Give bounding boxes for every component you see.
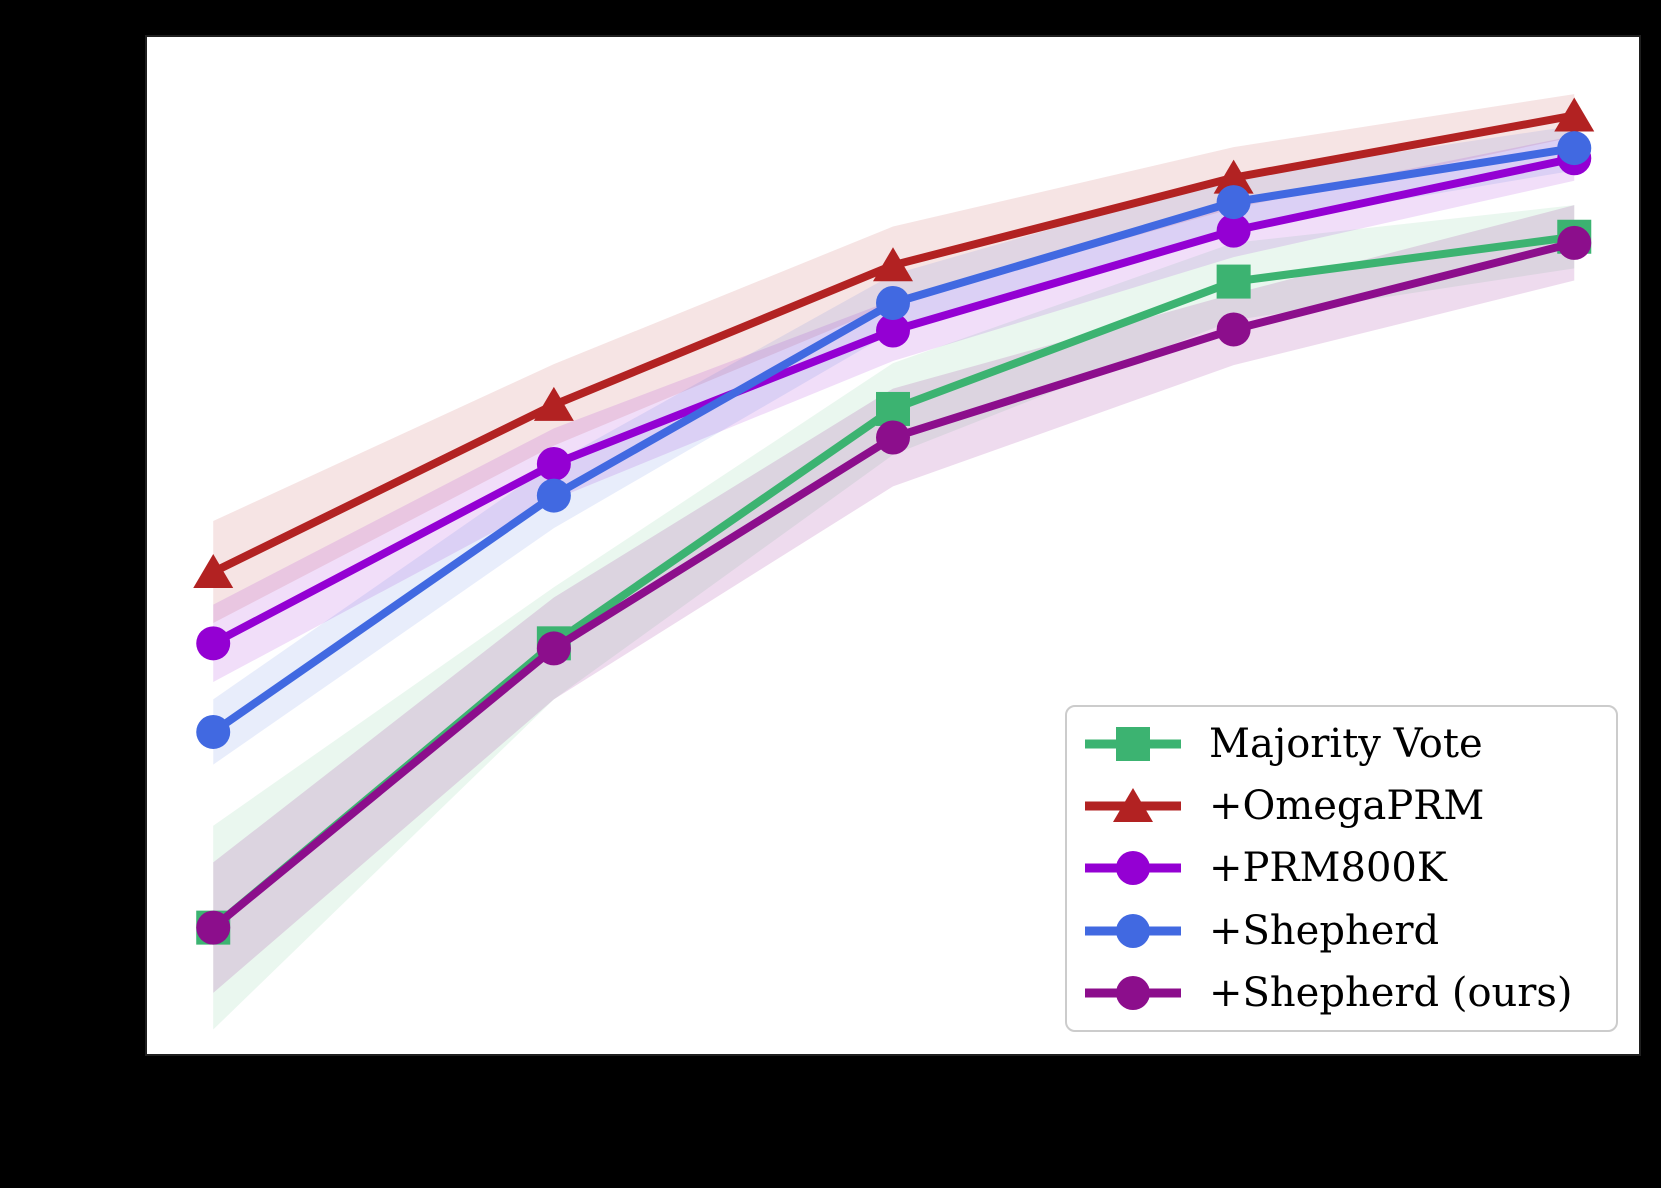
data-point-shepherd-1: [196, 714, 231, 749]
legend-item-prm800k: +PRM800K: [1085, 839, 1610, 897]
legend-marker-omegaprm-icon: [1085, 788, 1181, 823]
legend-label-shepherd-ours: +Shepherd (ours): [1209, 969, 1573, 1016]
data-point-majority-vote-3: [876, 391, 910, 426]
data-point-shepherd-ours-4: [1216, 312, 1251, 347]
data-point-shepherd-4: [1216, 185, 1251, 220]
legend-item-shepherd-ours: +Shepherd (ours): [1085, 964, 1610, 1022]
legend-marker-shepherd-icon: [1085, 913, 1181, 948]
legend-item-omegaprm: +OmegaPRM: [1085, 777, 1610, 835]
legend-label-prm800k: +PRM800K: [1209, 845, 1447, 892]
data-point-prm800k-1: [196, 626, 231, 661]
legend-sample-marker: [1116, 851, 1150, 886]
legend: Majority Vote +OmegaPRM +PRM800K +Shepherd +…: [1065, 705, 1618, 1032]
confidence-band-majority-vote: [213, 205, 1575, 1030]
data-point-shepherd-ours-5: [1557, 225, 1592, 260]
data-point-majority-vote-4: [1216, 264, 1251, 299]
data-point-shepherd-ours-1: [196, 910, 231, 945]
confidence-band-omegaprm: [213, 94, 1575, 623]
legend-sample-marker: [1116, 975, 1150, 1010]
data-point-omegaprm-4: [1213, 159, 1254, 194]
plot-content: [193, 94, 1595, 1030]
axes-spines: [145, 35, 1641, 1056]
legend-label-shepherd: +Shepherd: [1209, 907, 1440, 954]
legend-sample-marker: [1116, 727, 1150, 762]
data-point-prm800k-2: [536, 446, 571, 481]
confidence-band-shepherd-ours: [213, 205, 1575, 993]
legend-label-omegaprm: +OmegaPRM: [1209, 783, 1485, 830]
legend-marker-majority-vote-icon: [1085, 727, 1181, 762]
legend-marker-shepherd-ours-icon: [1085, 975, 1181, 1010]
legend-sample-marker: [1113, 788, 1153, 823]
data-point-shepherd-5: [1557, 131, 1592, 166]
data-point-shepherd-ours-3: [876, 420, 910, 455]
legend-marker-prm800k-icon: [1085, 851, 1181, 886]
legend-sample-marker: [1116, 913, 1150, 948]
data-point-omegaprm-2: [533, 386, 574, 421]
data-point-omegaprm-1: [193, 553, 234, 588]
data-point-shepherd-2: [536, 478, 571, 513]
legend-item-majority-vote: Majority Vote: [1085, 715, 1610, 773]
data-point-omegaprm-5: [1554, 97, 1595, 132]
data-point-prm800k-3: [876, 313, 910, 348]
data-point-prm800k-4: [1216, 213, 1251, 248]
data-point-shepherd-ours-2: [536, 631, 571, 666]
data-point-omegaprm-3: [873, 247, 913, 282]
legend-item-shepherd: +Shepherd: [1085, 902, 1610, 960]
legend-label-majority-vote: Majority Vote: [1209, 721, 1483, 768]
data-point-shepherd-3: [876, 285, 910, 320]
